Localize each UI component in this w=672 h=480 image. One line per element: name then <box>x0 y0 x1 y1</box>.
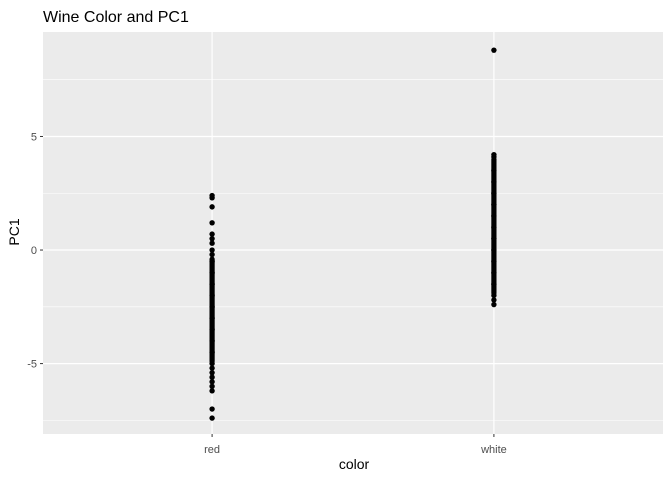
data-point <box>209 406 215 412</box>
x-tick-label: red <box>204 444 220 456</box>
data-point <box>491 224 497 231</box>
data-point <box>491 154 497 160</box>
chart-title: Wine Color and PC1 <box>43 9 189 26</box>
data-point <box>209 374 215 380</box>
y-axis-title: PC1 <box>6 218 22 245</box>
data-point <box>209 251 215 258</box>
data-point <box>209 338 215 344</box>
data-point <box>491 190 497 196</box>
data-point <box>491 201 497 208</box>
data-point <box>209 281 215 287</box>
data-point <box>209 292 215 299</box>
data-point <box>491 213 497 219</box>
minor-gridlines <box>43 79 663 421</box>
data-point <box>209 195 215 201</box>
data-point <box>491 301 497 308</box>
y-tick-label: 0 <box>31 245 37 257</box>
data-point <box>491 297 497 303</box>
data-point <box>491 179 497 185</box>
data-point <box>209 304 215 310</box>
data-point <box>491 292 497 299</box>
data-point <box>209 369 215 376</box>
data-point <box>209 360 215 367</box>
plot-panel <box>43 32 663 434</box>
data-point <box>491 258 497 265</box>
data-point <box>209 270 215 276</box>
data-point <box>209 220 215 226</box>
data-point <box>491 281 497 287</box>
data-point <box>209 388 215 394</box>
data-point <box>209 204 215 210</box>
x-tick-label: white <box>480 444 507 456</box>
data-point <box>491 235 497 242</box>
data-point <box>209 415 215 421</box>
y-tick-label: -5 <box>27 359 37 371</box>
data-point <box>209 240 215 246</box>
data-point <box>491 270 497 276</box>
data-point <box>491 247 497 253</box>
data-point <box>209 258 215 265</box>
y-axis: -5 0 5 <box>27 131 43 371</box>
x-axis: red white <box>204 434 507 456</box>
data-point <box>209 235 215 242</box>
data-point <box>209 383 215 390</box>
data-point <box>209 379 215 385</box>
data-point <box>209 315 215 321</box>
data-point <box>209 349 215 355</box>
data-point <box>209 231 215 237</box>
x-axis-title: color <box>339 456 370 472</box>
data-point <box>209 247 215 253</box>
data-points <box>209 47 497 421</box>
data-point <box>209 326 215 333</box>
y-tick-label: 5 <box>31 131 37 143</box>
data-point <box>491 47 497 53</box>
data-point <box>491 167 497 174</box>
data-point <box>209 365 215 371</box>
